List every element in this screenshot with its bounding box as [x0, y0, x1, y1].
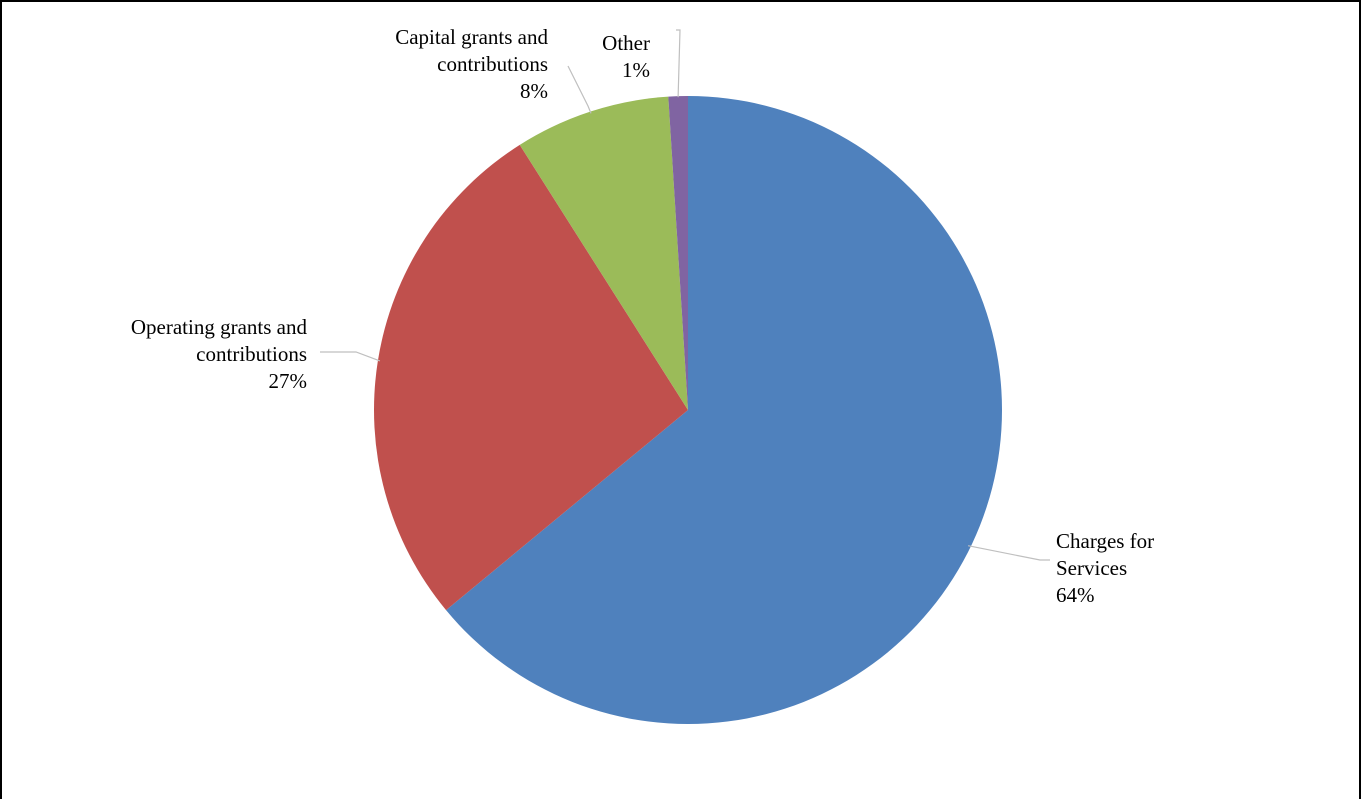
leader-line — [320, 351, 381, 362]
data-label-line: 8% — [520, 79, 548, 103]
leader-line — [567, 65, 592, 114]
data-label-operating-grants-and-contributions: Operating grants and contributions 27% — [131, 315, 308, 393]
data-label-line: 64% — [1056, 583, 1095, 607]
data-label-line: contributions — [196, 342, 307, 366]
slice-labels: Charges for Services 64% Operating grants a… — [131, 25, 1154, 607]
leader-lines — [320, 29, 1050, 561]
data-label-line: Charges for — [1056, 529, 1154, 553]
data-label-line: 27% — [269, 369, 308, 393]
data-label-line: 1% — [622, 58, 650, 82]
data-label-line: Capital grants and — [395, 25, 548, 49]
data-label-line: Other — [602, 31, 650, 55]
pie-slices — [374, 96, 1003, 725]
data-label-capital-grants-and-contributions: Capital grants and contributions 8% — [395, 25, 548, 103]
pie-slice-charges-for-services — [446, 96, 1003, 725]
data-label-line: Services — [1056, 556, 1127, 580]
data-label-line: contributions — [437, 52, 548, 76]
pie-slice-capital-grants-and-contributions — [519, 96, 688, 411]
pie-slice-other — [668, 96, 688, 410]
data-label-line: Operating grants and — [131, 315, 308, 339]
leader-line — [676, 29, 681, 98]
data-label-charges-for-services: Charges for Services 64% — [1056, 529, 1154, 607]
pie-slice-operating-grants-and-contributions — [374, 144, 688, 611]
data-label-other: Other 1% — [602, 31, 650, 82]
leader-line — [967, 545, 1050, 561]
